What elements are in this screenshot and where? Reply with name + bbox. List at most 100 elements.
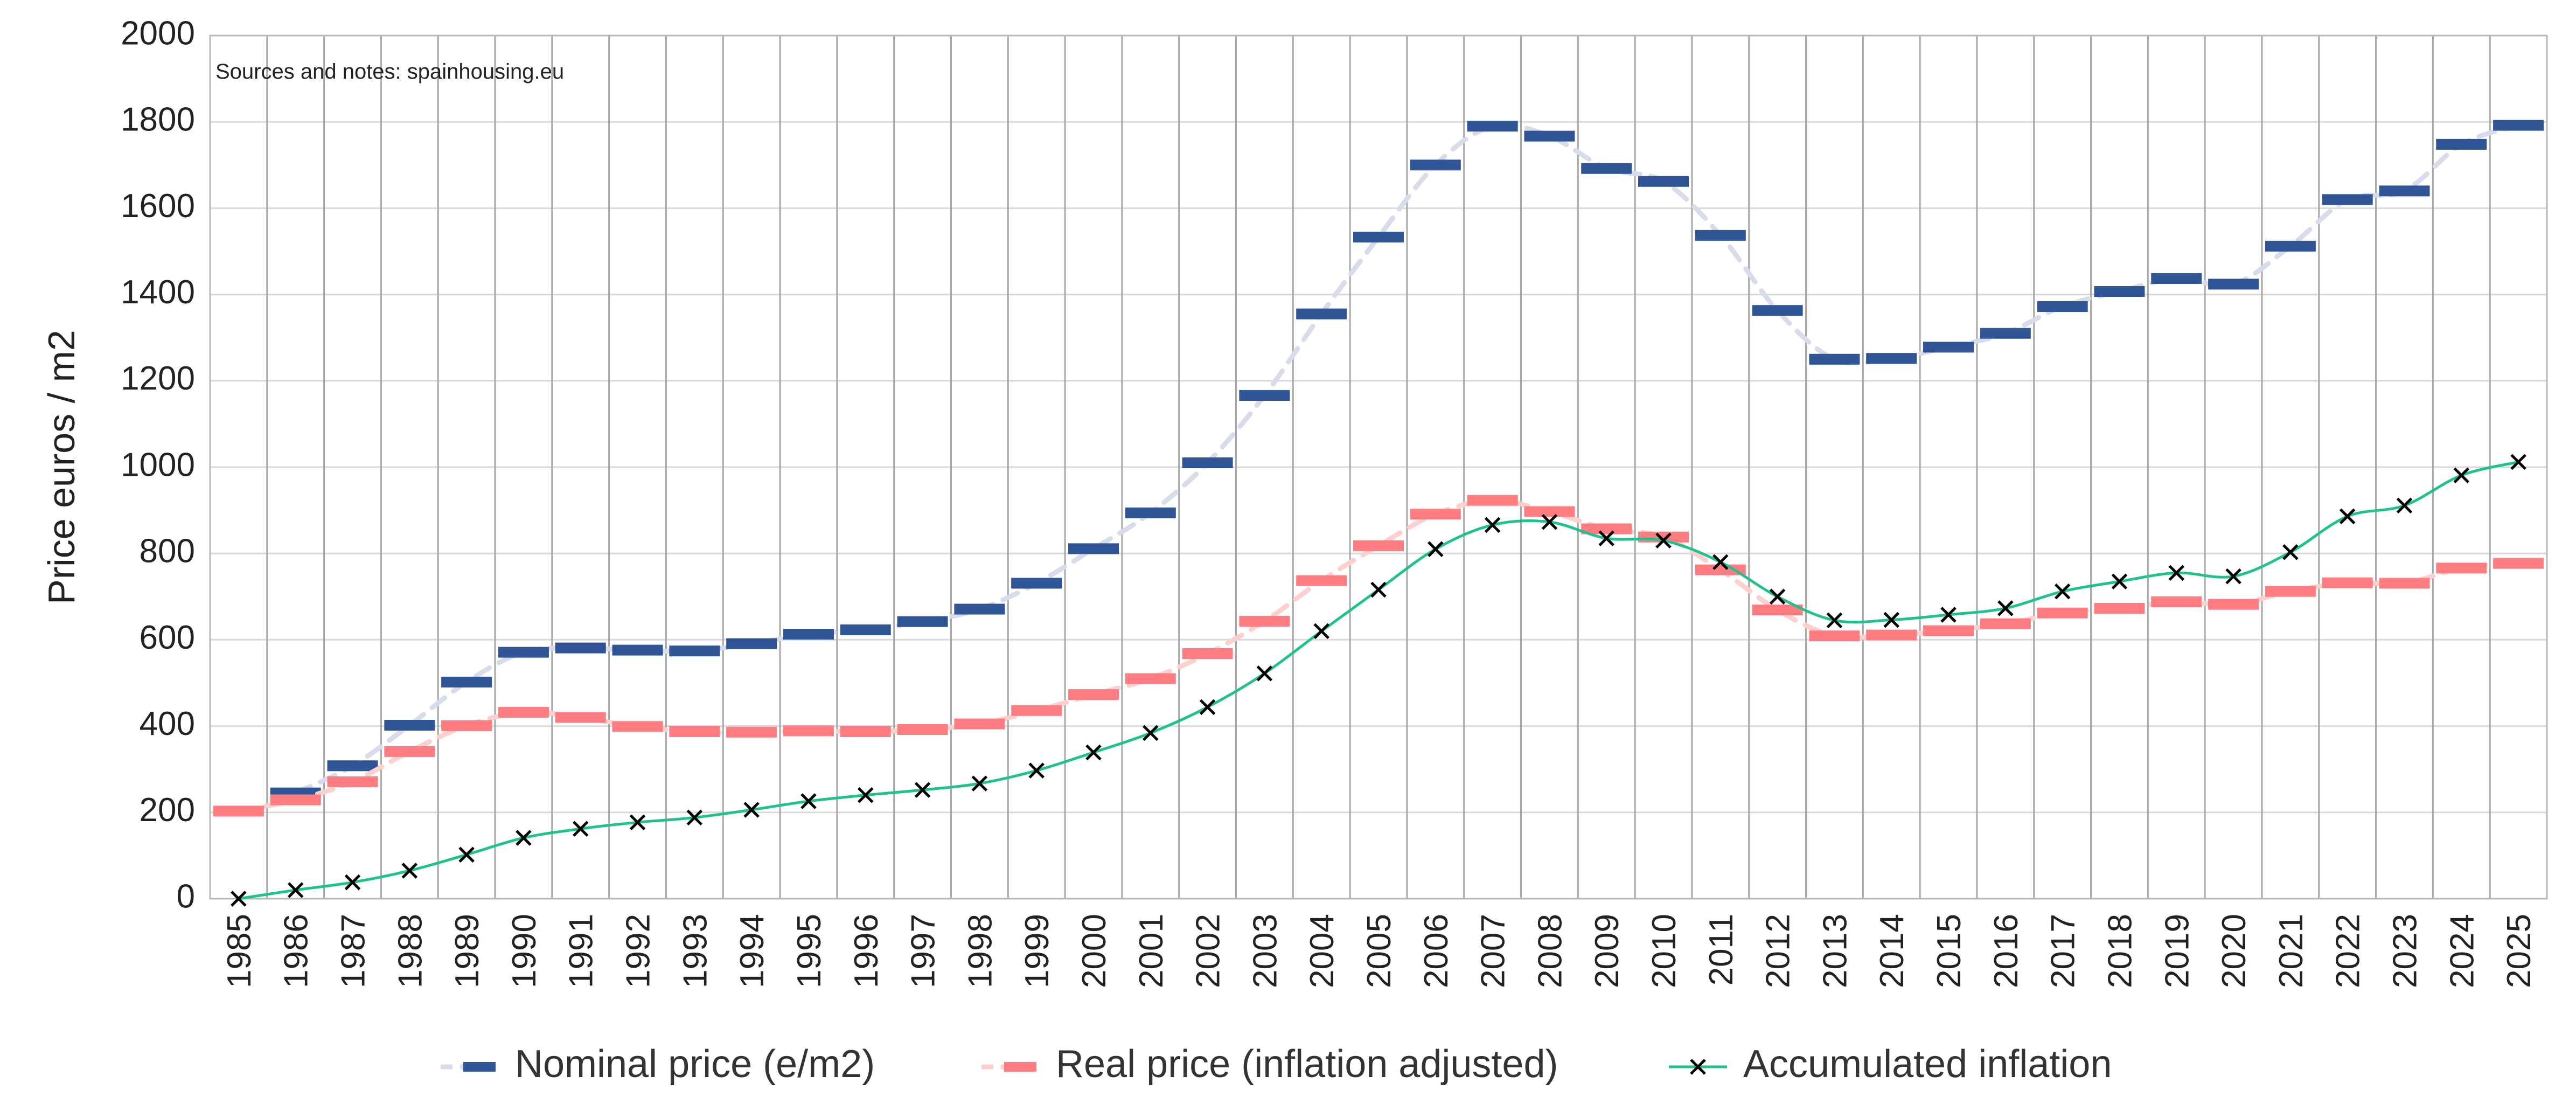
- data-point: [1484, 517, 1501, 533]
- x-tick-label: 2012: [1760, 914, 1797, 988]
- y-tick-label: 1800: [121, 101, 195, 138]
- data-point: [1655, 532, 1672, 548]
- x-tick-label: 2000: [1076, 914, 1113, 988]
- data-marker: [327, 776, 378, 787]
- legend-marker: [1690, 1059, 1706, 1075]
- data-marker: [270, 794, 321, 805]
- data-marker: [1467, 121, 1518, 132]
- y-tick-label: 1600: [121, 188, 195, 225]
- data-marker: [1524, 506, 1575, 517]
- data-marker: [1011, 578, 1062, 589]
- data-marker: [327, 760, 378, 772]
- data-point: [800, 793, 817, 809]
- data-point: [1143, 725, 1159, 741]
- x-tick-label: 2009: [1589, 914, 1626, 988]
- data-marker: [213, 805, 264, 817]
- data-marker: [384, 719, 435, 731]
- data-marker: [1068, 689, 1119, 700]
- x-tick-label: 2024: [2443, 914, 2481, 988]
- data-point: [1997, 600, 2014, 616]
- data-marker: [726, 726, 777, 738]
- series-real-price-inflation-adjusted: [213, 495, 2544, 817]
- data-marker: [1182, 457, 1233, 468]
- y-tick-label: 2000: [121, 15, 195, 52]
- data-marker: [2265, 586, 2316, 597]
- series-nominal-price-e-m2: [270, 120, 2544, 798]
- data-marker: [2037, 301, 2088, 313]
- legend-label: Accumulated inflation: [1743, 1043, 2112, 1086]
- x-axis-ticks: 1985 1986 1987 1988 1989 1990 1991 1992 1993 1994…: [221, 914, 2538, 988]
- data-marker: [1011, 705, 1062, 716]
- data-marker: [2265, 240, 2316, 252]
- data-point: [1769, 588, 1786, 605]
- data-marker: [897, 724, 948, 735]
- data-point: [516, 830, 532, 846]
- data-point: [2168, 565, 2185, 581]
- x-tick-label: 2016: [1988, 914, 2025, 988]
- data-marker: [783, 725, 834, 737]
- x-tick-label: 2002: [1190, 914, 1227, 988]
- data-point: [287, 882, 304, 898]
- data-point: [1199, 699, 1216, 716]
- data-marker: [2094, 286, 2145, 297]
- x-tick-label: 2015: [1931, 914, 1968, 988]
- x-tick-label: 2018: [2101, 914, 2139, 988]
- data-point: [971, 775, 988, 791]
- data-point: [1541, 513, 1558, 530]
- legend-marker: [1004, 1062, 1036, 1072]
- data-marker: [1980, 328, 2031, 339]
- y-tick-label: 0: [177, 878, 195, 915]
- data-marker: [1524, 130, 1575, 142]
- data-marker: [2208, 279, 2259, 290]
- data-marker: [612, 644, 663, 656]
- y-tick-label: 1200: [121, 360, 195, 397]
- data-point: [1598, 530, 1614, 546]
- data-marker: [1695, 564, 1746, 575]
- data-marker: [441, 676, 492, 688]
- data-marker: [1410, 159, 1461, 171]
- data-marker: [1239, 390, 1290, 401]
- data-marker: [612, 721, 663, 732]
- data-marker: [2493, 120, 2544, 131]
- data-point: [914, 782, 931, 798]
- series-line: [293, 122, 2521, 796]
- x-tick-label: 1987: [335, 914, 372, 988]
- legend-item-accumulated-inflation: Accumulated inflation: [1669, 1043, 2112, 1086]
- data-point: [2225, 568, 2241, 585]
- data-point: [572, 821, 589, 837]
- data-marker: [2151, 596, 2202, 607]
- x-tick-label: 1997: [905, 914, 942, 988]
- x-tick-label: 1995: [791, 914, 828, 988]
- x-tick-label: 1996: [848, 914, 885, 988]
- data-marker: [498, 647, 549, 658]
- data-point: [686, 809, 703, 826]
- y-tick-label: 800: [140, 533, 195, 570]
- data-marker: [1581, 523, 1632, 534]
- data-point: [1428, 541, 1444, 557]
- data-marker: [2037, 607, 2088, 619]
- data-marker: [954, 718, 1005, 730]
- data-marker: [1581, 163, 1632, 174]
- data-point: [2510, 454, 2526, 470]
- x-tick-label: 1998: [962, 914, 999, 988]
- data-point: [231, 891, 247, 907]
- data-marker: [1353, 540, 1404, 551]
- series-accumulated-inflation: [231, 454, 2526, 907]
- x-tick-label: 1993: [677, 914, 714, 988]
- legend-item-real-price-inflation-adjusted: Real price (inflation adjusted): [981, 1043, 1558, 1086]
- data-marker: [1638, 176, 1689, 187]
- x-tick-label: 2010: [1646, 914, 1683, 988]
- data-marker: [1125, 507, 1176, 518]
- legend-marker: [463, 1062, 496, 1072]
- data-marker: [1296, 575, 1347, 586]
- data-marker: [1866, 353, 1917, 364]
- legend-label: Nominal price (e/m2): [515, 1043, 875, 1086]
- data-marker: [2151, 273, 2202, 284]
- data-point: [857, 787, 874, 803]
- y-tick-label: 600: [140, 619, 195, 656]
- data-marker: [1182, 648, 1233, 659]
- horizontal-gridlines: [210, 34, 2547, 900]
- data-point: [2453, 467, 2470, 483]
- data-marker: [555, 642, 606, 654]
